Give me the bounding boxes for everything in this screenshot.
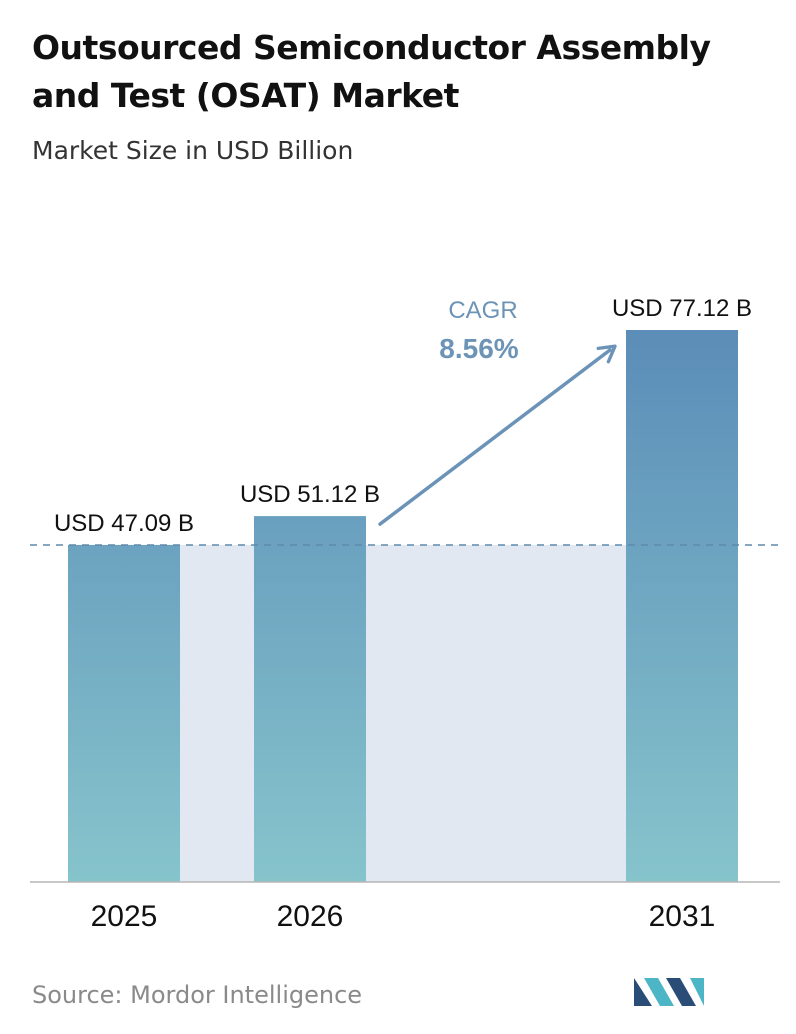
comparison-band [180,544,254,882]
x-tick-label-2031: 2031 [649,900,716,933]
data-label-2025: USD 47.09 B [54,510,194,537]
x-tick-label-2026: 2026 [277,900,344,933]
comparison-band [366,544,626,882]
cagr-arrow [378,344,617,526]
bar-chart: USD 47.09 B 2025 USD 51.12 B 2026 USD 77.12 … [30,295,780,933]
mordor-intelligence-logo [634,978,704,1006]
x-tick-label-2025: 2025 [91,900,158,933]
chart-title: Outsourced Semiconductor Assembly and Te… [32,28,711,115]
source-credit: Source: Mordor Intelligence [32,981,363,1009]
data-label-2031: USD 77.12 B [612,295,752,322]
data-label-2026: USD 51.12 B [240,481,380,508]
bar-2026 [254,516,366,882]
bar-2025 [68,544,180,882]
cagr-label: CAGR [448,297,517,324]
bar-2031 [626,330,738,882]
cagr-value: 8.56% [439,333,518,364]
chart-subtitle: Market Size in USD Billion [32,136,354,165]
